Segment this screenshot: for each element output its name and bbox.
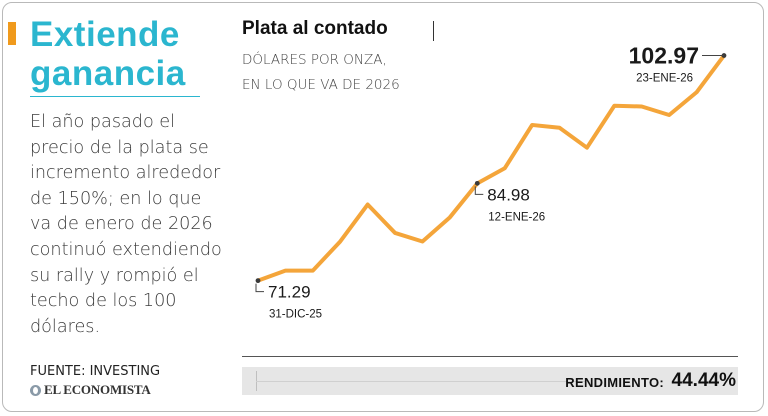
data-point (255, 278, 261, 284)
brand-logo-icon (30, 384, 41, 396)
chart-title-wrap: Plata al contado (242, 18, 388, 40)
data-point (474, 180, 480, 186)
yield-label: RENDIMIENTO: (565, 375, 664, 390)
headline-line-1: Extiende (30, 15, 180, 54)
accent-bar (8, 22, 16, 45)
chart-subtitle-line-1: DÓLARES POR ONZA, (242, 52, 387, 68)
yield-bar-line (256, 381, 586, 382)
data-label-value: 84.98 (487, 185, 530, 204)
data-label-date: 31-DIC-25 (269, 309, 322, 321)
chart-subtitle-line-2: EN LO QUE VA DE 2026 (242, 77, 400, 93)
body-text: El año pasado el precio de la plata se i… (30, 112, 222, 337)
annotation-leader (255, 283, 264, 293)
chart-subtitle: DÓLARES POR ONZA, EN LO QUE VA DE 2026 (242, 48, 400, 98)
title-divider (433, 21, 434, 41)
brand: EL ECONOMISTA (30, 382, 151, 398)
yield-bar: RENDIMIENTO: 44.44% (242, 367, 738, 395)
chart-title: Plata al contado (242, 18, 388, 39)
chart-baseline (242, 356, 738, 357)
brand-name: EL ECONOMISTA (44, 382, 151, 397)
data-label-value: 102.97 (629, 43, 699, 69)
data-label-value: 71.29 (268, 283, 311, 302)
headline: Extiende ganancia (30, 15, 186, 93)
data-label-date: 12-ENE-26 (488, 211, 545, 223)
headline-line-2: ganancia (30, 54, 186, 93)
headline-rule (30, 96, 200, 97)
series-line (256, 53, 726, 283)
data-label-date: 23-ENE-26 (636, 73, 693, 85)
card-frame (2, 2, 764, 412)
source-label: FUENTE: INVESTING (30, 364, 161, 379)
annotation-leader (474, 186, 484, 195)
yield-value: 44.44% (671, 370, 736, 391)
